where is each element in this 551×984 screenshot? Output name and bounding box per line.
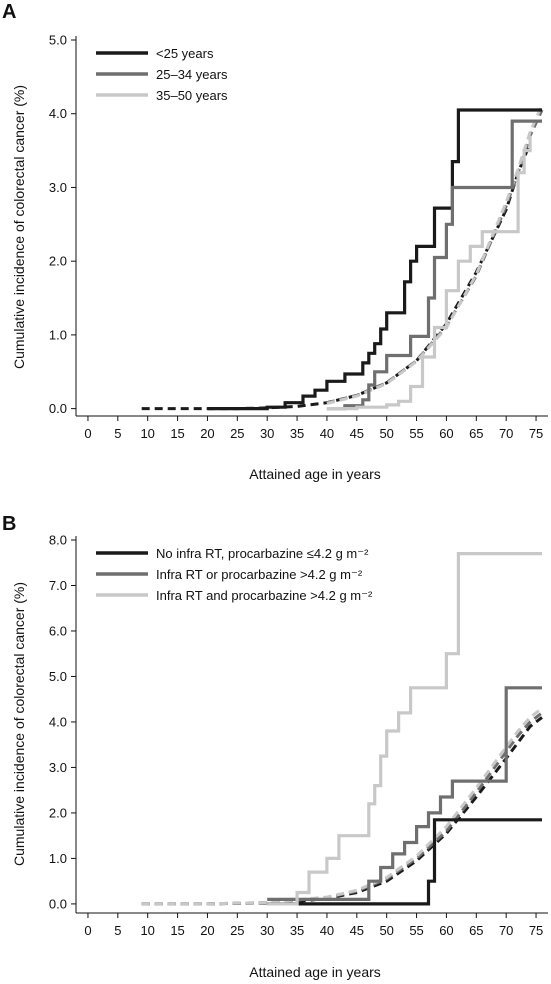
x-tick-label: 5 [114,923,121,938]
y-tick-label: 2.0 [49,254,67,269]
fitted-curve-1 [141,716,543,906]
series-line-1 [267,818,542,906]
x-tick-label: 0 [84,426,91,441]
x-tick-label: 55 [409,426,423,441]
x-tick-label: 45 [350,923,364,938]
x-tick-label: 25 [230,923,244,938]
y-tick-label: 2.0 [49,805,67,820]
legend-label: No infra RT, procarbazine ≤4.2 g m⁻² [156,546,369,561]
y-tick-label: 4.0 [49,106,67,121]
legend-label: Infra RT and procarbazine >4.2 g m⁻² [156,588,373,603]
y-tick-label: 7.0 [49,578,67,593]
series-line-3 [326,135,532,411]
x-tick-label: 75 [529,426,543,441]
x-tick-label: 70 [499,923,513,938]
series-line-3 [267,552,542,906]
x-tick-label: 30 [260,426,274,441]
x-tick-label: 35 [290,923,304,938]
y-tick-label: 0.0 [49,401,67,416]
y-tick-label: 4.0 [49,714,67,729]
legend-label: 35–50 years [156,88,228,103]
x-tick-label: 40 [320,426,334,441]
x-tick-label: 0 [84,923,91,938]
legend-label: <25 years [156,46,214,61]
x-tick-label: 70 [499,426,513,441]
chart-panel-a: A Cumulative incidence of colorectal can… [2,1,548,482]
series-line-2 [267,686,542,901]
legend-label: Infra RT or procarbazine >4.2 g m⁻² [156,567,363,582]
x-tick-label: 55 [409,923,423,938]
x-axis-title-b: Attained age in years [249,964,381,980]
y-tick-label: 6.0 [49,623,67,638]
x-tick-label: 75 [529,923,543,938]
x-tick-label: 30 [260,923,274,938]
x-tick-label: 60 [439,923,453,938]
x-tick-label: 20 [200,426,214,441]
series-line-1 [207,108,542,411]
legend-label: 25–34 years [156,67,228,82]
y-tick-label: 0.0 [49,896,67,911]
fitted-curve-2 [141,711,543,906]
x-tick-label: 40 [320,923,334,938]
y-tick-label: 3.0 [49,180,67,195]
x-tick-label: 35 [290,426,304,441]
x-tick-label: 20 [200,923,214,938]
y-tick-label: 8.0 [49,533,67,548]
x-tick-label: 60 [439,426,453,441]
y-axis-title-b: Cumulative incidence of colorectal cance… [11,582,27,866]
x-tick-label: 15 [170,923,184,938]
panel-letter-a: A [2,1,16,23]
x-tick-label: 50 [379,923,393,938]
x-tick-label: 65 [469,426,483,441]
y-tick-label: 5.0 [49,669,67,684]
x-tick-label: 5 [114,426,121,441]
fitted-curve-3 [141,707,543,906]
x-axis-title-a: Attained age in years [249,466,381,482]
y-axis-title-a: Cumulative incidence of colorectal cance… [11,85,27,369]
y-tick-label: 3.0 [49,760,67,775]
x-tick-label: 10 [140,426,154,441]
series-line-2 [326,119,542,411]
y-tick-label: 1.0 [49,327,67,342]
panel-letter-b: B [2,513,16,535]
x-tick-label: 50 [379,426,393,441]
x-tick-label: 25 [230,426,244,441]
y-tick-label: 1.0 [49,851,67,866]
x-tick-label: 10 [140,923,154,938]
x-tick-label: 65 [469,923,483,938]
fitted-curve-1 [141,142,532,411]
x-tick-label: 45 [350,426,364,441]
x-tick-label: 15 [170,426,184,441]
y-tick-label: 5.0 [49,33,67,48]
fitted-curve-3 [326,104,544,405]
chart-panel-b: B Cumulative incidence of colorectal can… [2,513,548,980]
